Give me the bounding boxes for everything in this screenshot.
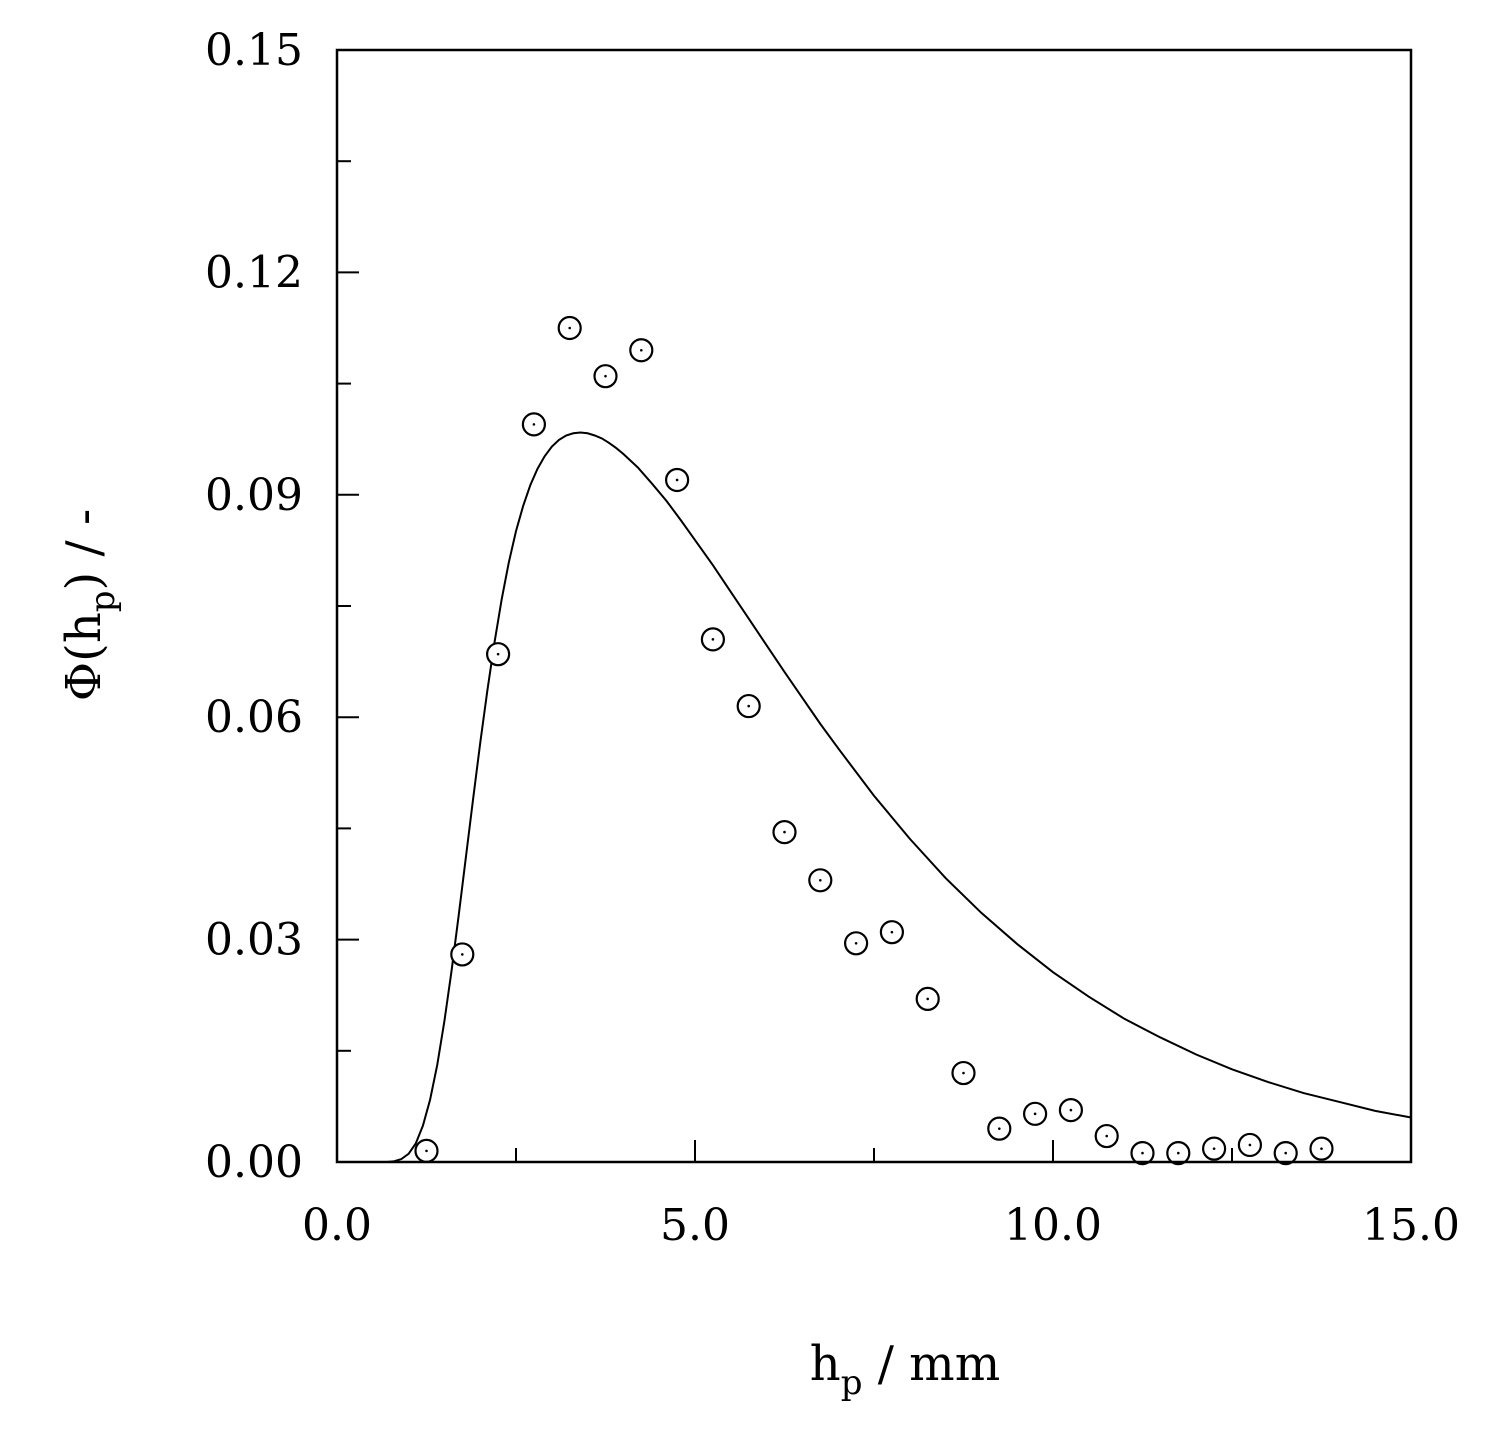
data-point: [414, 1138, 439, 1163]
data-point-center: [854, 942, 858, 945]
x-axis-title-sub: p: [841, 1363, 863, 1403]
data-point: [700, 627, 726, 652]
x-axis-title-suffix: / mm: [862, 1336, 1000, 1392]
data-point-center: [1105, 1134, 1108, 1138]
data-point: [1273, 1141, 1298, 1166]
x-tick-label: 10.0: [1004, 1200, 1102, 1251]
data-point: [1237, 1132, 1263, 1158]
data-point-center: [675, 478, 679, 482]
tick-labels: 0.0 5.0 10.0 15.0 0.00 0.03 0.06 0.09 0.12 0.15: [205, 25, 1460, 1251]
y-axis-title-prefix: Φ(h: [56, 612, 112, 701]
y-tick-label: 0.03: [205, 915, 303, 966]
data-point-center: [926, 997, 929, 1001]
y-axis-title-sub: p: [83, 590, 123, 612]
x-axis-title-main: h: [810, 1336, 841, 1392]
data-point-center: [1320, 1147, 1323, 1150]
data-point: [1058, 1098, 1084, 1123]
data-point-center: [640, 348, 643, 352]
data-point-center: [890, 930, 894, 934]
data-point-center: [568, 326, 571, 330]
data-point-center: [962, 1071, 965, 1075]
data-point-center: [532, 423, 536, 426]
y-tick-label: 0.09: [205, 470, 303, 521]
data-point-center: [783, 830, 786, 834]
data-point: [629, 338, 654, 363]
data-point-center: [747, 704, 750, 708]
data-point-center: [1033, 1112, 1037, 1116]
data-point: [1094, 1123, 1119, 1149]
data-point-center: [711, 638, 715, 641]
data-point-center: [461, 953, 464, 956]
x-tick-label: 15.0: [1362, 1200, 1460, 1251]
y-tick-label: 0.15: [205, 25, 303, 76]
data-point: [1022, 1101, 1048, 1126]
plot-frame: [335, 48, 1413, 1164]
y-axis-title-suffix: ) / -: [56, 509, 112, 591]
data-point: [1166, 1141, 1191, 1166]
data-point: [772, 820, 797, 845]
data-point: [486, 642, 511, 667]
data-point: [1130, 1141, 1155, 1166]
y-axis-title: Φ(hp) / -: [56, 509, 123, 701]
data-point-center: [1141, 1151, 1144, 1155]
data-point-center: [1069, 1108, 1073, 1112]
data-point: [1201, 1136, 1227, 1161]
data-point-center: [425, 1149, 428, 1153]
x-axis-title: hp / mm: [810, 1336, 1000, 1403]
data-point: [593, 364, 618, 389]
data-point: [843, 931, 869, 956]
data-point-center: [1248, 1143, 1252, 1147]
data-point-center: [496, 652, 500, 656]
data-point-center: [998, 1127, 1001, 1130]
data-point-center: [819, 878, 822, 882]
data-point: [736, 693, 761, 719]
data-point: [557, 315, 582, 341]
data-point: [879, 920, 905, 945]
data-point: [450, 942, 475, 967]
data-point: [521, 412, 547, 437]
plot-area: [337, 315, 1412, 1166]
data-point: [915, 986, 940, 1012]
data-point-center: [1177, 1151, 1180, 1155]
data-point-center: [1212, 1147, 1216, 1150]
x-tick-label: 0.0: [302, 1200, 372, 1251]
axes: [335, 48, 1413, 1164]
y-tick-label: 0.00: [205, 1137, 303, 1188]
fitted-curve: [337, 431, 1412, 1163]
data-point: [808, 868, 833, 893]
data-point-center: [604, 374, 607, 378]
data-point: [664, 467, 690, 493]
data-point: [951, 1060, 976, 1086]
y-tick-label: 0.06: [205, 692, 303, 743]
y-tick-label: 0.12: [205, 247, 303, 298]
x-tick-label: 5.0: [660, 1200, 730, 1251]
data-point: [987, 1116, 1012, 1141]
data-point: [1309, 1136, 1334, 1161]
data-point-center: [1284, 1151, 1287, 1155]
